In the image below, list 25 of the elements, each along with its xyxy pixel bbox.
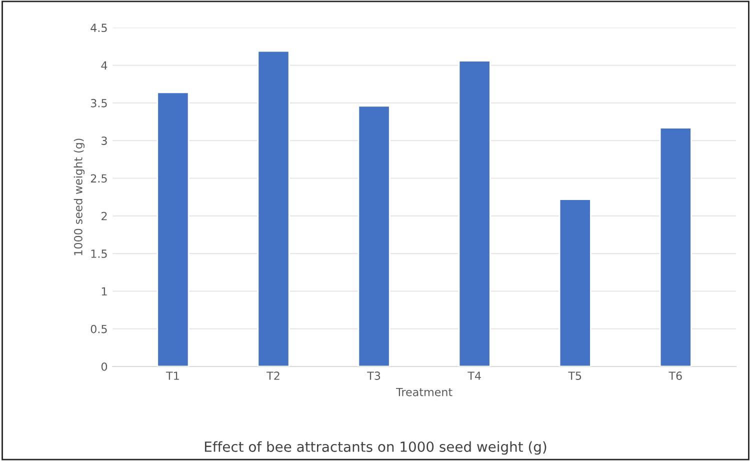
bar <box>156 92 190 366</box>
y-tick-label: 1.5 <box>91 250 107 258</box>
x-axis-title: Treatment <box>396 388 452 396</box>
bar <box>558 198 592 366</box>
y-tick-label: 4.5 <box>90 24 107 32</box>
y-tick-label: 0.5 <box>90 324 107 334</box>
x-tick-label: T2 <box>266 372 280 380</box>
x-tick-label: T3 <box>367 372 380 380</box>
y-tick-label: 2 <box>102 212 107 220</box>
bar <box>659 127 692 366</box>
bar <box>257 50 290 366</box>
text: Effect of bee attractants on 1000 seed weight (g) <box>204 441 546 455</box>
y-tick-label: 0 <box>101 362 108 371</box>
x-tick-label: T6 <box>668 372 682 380</box>
bar <box>358 105 390 366</box>
y-tick-label: 2.5 <box>90 174 107 183</box>
bar <box>458 60 491 366</box>
y-tick-label: 3 <box>102 136 107 145</box>
y-tick-label: 3.5 <box>90 98 107 108</box>
y-tick-label: 1 <box>102 287 107 296</box>
y-axis-title: 1000 seed weight (g) <box>74 138 85 256</box>
x-tick-label: T4 <box>468 372 481 380</box>
x-tick-label: T5 <box>568 372 582 380</box>
y-tick-label: 4 <box>101 61 108 70</box>
x-tick-label: T1 <box>166 372 179 380</box>
